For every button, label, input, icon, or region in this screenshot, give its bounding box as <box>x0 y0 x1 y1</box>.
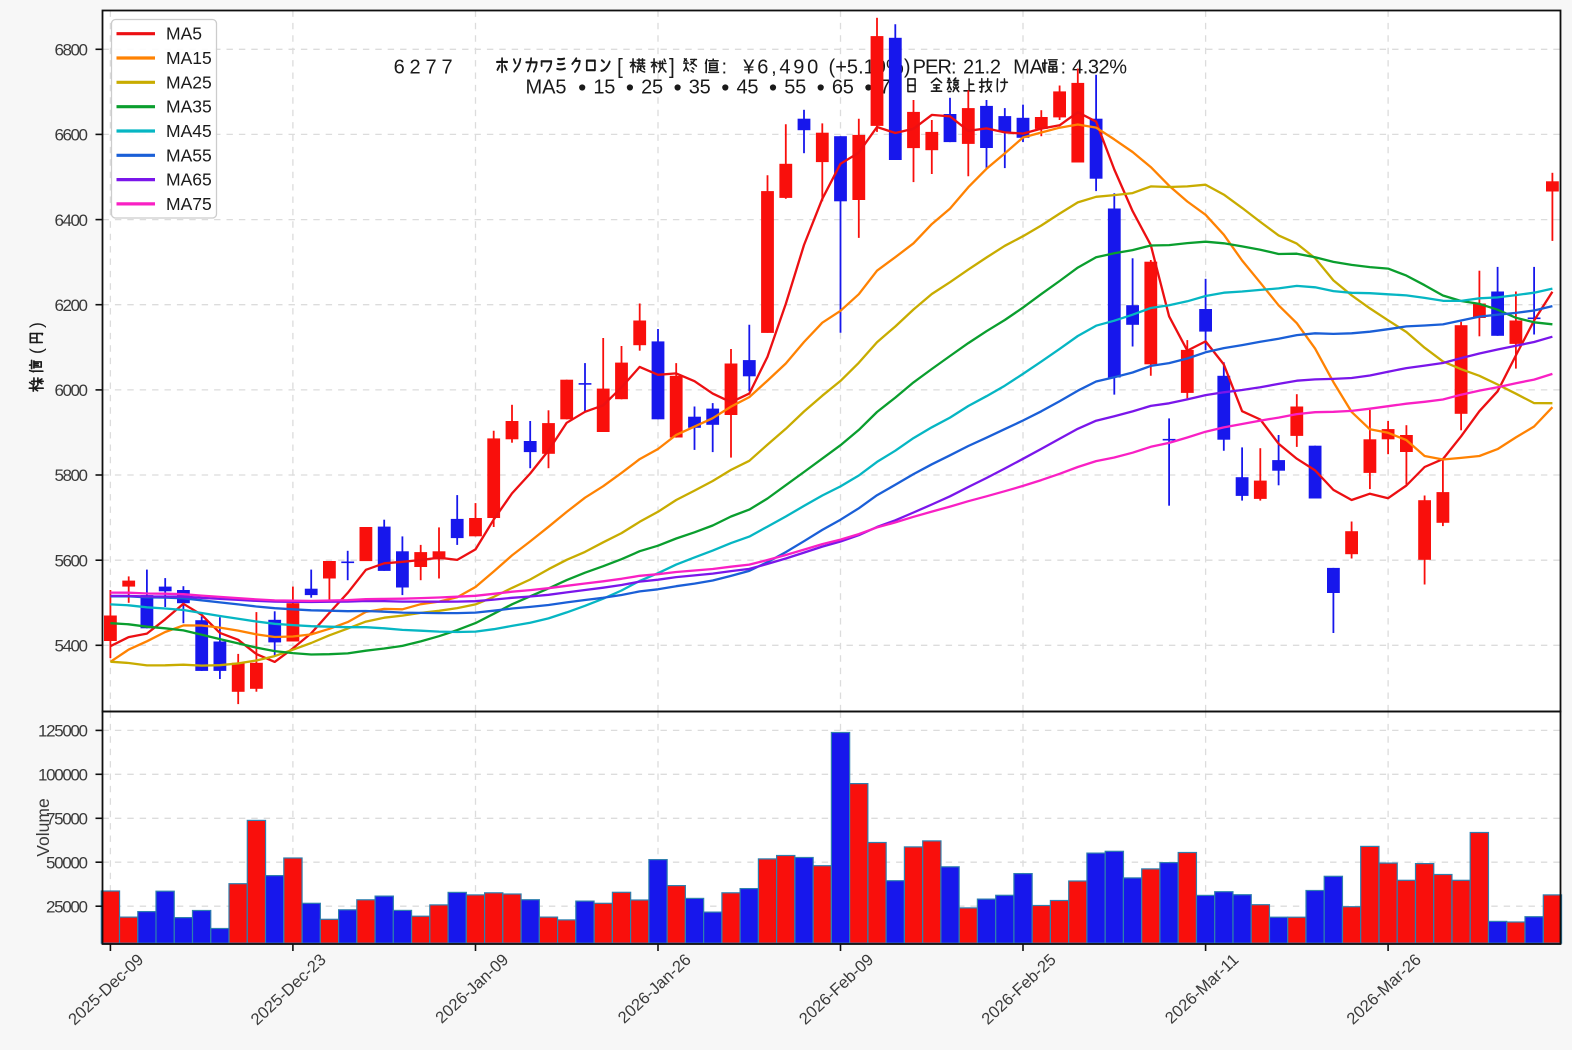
svg-text:MA75: MA75 <box>166 194 212 214</box>
svg-text:MA15: MA15 <box>166 48 212 68</box>
svg-text:5400: 5400 <box>55 637 89 656</box>
svg-text:): ) <box>27 322 47 328</box>
svg-text:125000: 125000 <box>38 722 88 741</box>
svg-text:25: 25 <box>641 77 663 99</box>
svg-text:MA35: MA35 <box>166 97 212 117</box>
svg-text:6800: 6800 <box>55 41 89 60</box>
svg-text:55: 55 <box>784 77 806 99</box>
svg-text:100000: 100000 <box>38 766 88 785</box>
svg-text:5800: 5800 <box>55 466 89 485</box>
svg-text::: : <box>1061 57 1067 79</box>
svg-text:35: 35 <box>689 77 711 99</box>
svg-text:6000: 6000 <box>55 381 89 400</box>
svg-text:MA65: MA65 <box>166 170 212 190</box>
svg-text:4.32%: 4.32% <box>1072 57 1127 79</box>
svg-text:MA: MA <box>1013 57 1044 79</box>
svg-text:MA5: MA5 <box>166 24 202 44</box>
svg-text:65: 65 <box>832 77 854 99</box>
svg-text::: : <box>722 57 728 79</box>
svg-text:15: 15 <box>593 77 615 99</box>
svg-text:(: ( <box>27 348 47 354</box>
svg-text:5600: 5600 <box>55 551 89 570</box>
svg-text:50000: 50000 <box>46 853 88 872</box>
svg-text:75000: 75000 <box>46 810 88 829</box>
svg-text:MA25: MA25 <box>166 72 212 92</box>
svg-text:21.2: 21.2 <box>963 57 1001 79</box>
svg-text:MA45: MA45 <box>166 121 212 141</box>
svg-text:PER:: PER: <box>913 57 957 79</box>
svg-text:6600: 6600 <box>55 126 89 145</box>
svg-text:25000: 25000 <box>46 897 88 916</box>
svg-text:6200: 6200 <box>55 296 89 315</box>
svg-text:MA55: MA55 <box>166 145 212 165</box>
svg-text:Volume: Volume <box>33 798 53 856</box>
svg-text:]: ] <box>669 56 675 79</box>
svg-text:6400: 6400 <box>55 211 89 230</box>
svg-text:45: 45 <box>737 77 759 99</box>
svg-text:MA5: MA5 <box>526 77 567 99</box>
svg-text:¥6,490: ¥6,490 <box>742 57 818 79</box>
svg-text:[: [ <box>617 56 623 79</box>
